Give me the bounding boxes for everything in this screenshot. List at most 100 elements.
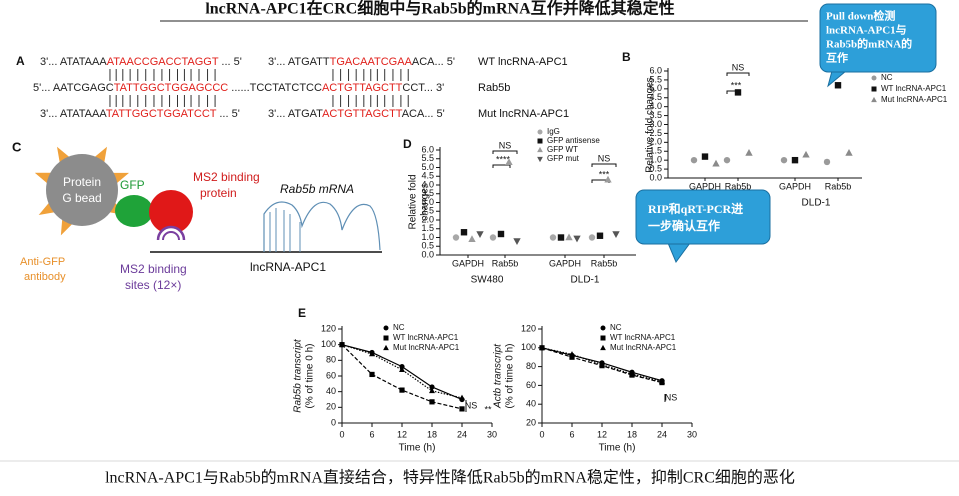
y-tick-label: 2.5	[421, 206, 434, 216]
data-point	[452, 234, 460, 241]
x-tick-label: Rab5b	[825, 181, 852, 191]
x-tick-label: 18	[627, 429, 637, 439]
y-axis-label: Rab5b transcript	[293, 338, 304, 413]
legend-marker	[600, 344, 606, 351]
legend-marker	[600, 325, 606, 331]
data-point	[539, 344, 545, 351]
legend-label: WT lncRNA-APC1	[393, 333, 459, 342]
highlight-sequence: TATTGGCTGGATCCT	[106, 108, 217, 120]
x-axis-label: Time (h)	[399, 443, 436, 454]
significance-label: NS	[732, 62, 745, 72]
y-tick-label: 3.5	[421, 188, 434, 198]
x-tick-label: 12	[397, 429, 407, 439]
data-point	[802, 150, 810, 158]
legend-marker	[383, 325, 389, 331]
data-point	[505, 158, 513, 165]
y-tick-label: 4.5	[421, 171, 434, 181]
y-tick-label: 100	[521, 342, 536, 352]
gfp-label: GFP	[120, 178, 145, 192]
significance-label: NS	[465, 400, 478, 410]
data-point	[659, 378, 665, 384]
y-tick-label: 40	[526, 399, 536, 409]
data-point	[513, 238, 521, 245]
y-tick-label: 1.0	[421, 232, 434, 242]
panel-label: A	[16, 54, 25, 68]
y-tick-label: 60	[326, 370, 336, 380]
x-tick-label: 30	[687, 429, 697, 439]
y-tick-label: 1.5	[649, 146, 662, 156]
data-point	[429, 387, 435, 394]
x-tick-label: 0	[539, 429, 544, 439]
x-tick-label: 6	[569, 429, 574, 439]
y-tick-label: 20	[526, 417, 536, 427]
data-point	[745, 149, 753, 156]
significance-label: NS	[598, 153, 611, 163]
bracket	[492, 164, 511, 168]
group-label: SW480	[471, 275, 504, 286]
legend-label: GFP WT	[547, 145, 578, 154]
y-tick-label: 2.0	[649, 137, 662, 147]
y-tick-label: 20	[326, 402, 336, 412]
callout-text: 互作	[826, 51, 848, 65]
highlight-sequence: TGACAATCGAA	[330, 56, 413, 68]
ms2-protein-shape	[149, 190, 193, 234]
y-tick-label: 0.5	[649, 163, 662, 173]
y-tick-label: 1.5	[421, 223, 434, 233]
x-tick-label: 24	[657, 429, 667, 439]
legend-marker	[537, 129, 543, 135]
sequence-line: 5'... AATCGAGCTATTGGCTGGAGCCC ......TCCT…	[33, 82, 444, 94]
y-tick-label: 0.0	[421, 249, 434, 259]
callout-text: 一步确认互作	[648, 218, 720, 233]
data-point	[459, 394, 465, 401]
y-tick-label: 80	[526, 361, 536, 371]
data-point	[460, 229, 468, 236]
sequence-segment: 3'... ATGATT	[268, 56, 330, 68]
legend-label: GFP antisense	[547, 136, 600, 145]
legend-marker	[537, 156, 543, 163]
sequence-name: Mut lncRNA-APC1	[478, 108, 569, 120]
significance-label: ***	[731, 80, 742, 90]
legend-label: GFP mut	[547, 154, 580, 163]
x-tick-label: Rab5b	[492, 258, 519, 268]
sequence-segment: ......TCCTATCTCC	[228, 82, 322, 94]
callout-text: Rab5b的mRNA的	[826, 37, 912, 51]
legend-label: IgG	[547, 127, 560, 136]
legend-marker	[871, 96, 877, 103]
data-point	[476, 231, 484, 238]
y-tick-label: 5.0	[421, 162, 434, 172]
legend-label: Mut lncRNA-APC1	[393, 343, 460, 352]
y-tick-label: 6.0	[649, 65, 662, 75]
data-point	[497, 230, 505, 238]
y-tick-label: 6.0	[421, 144, 434, 154]
data-point	[588, 234, 596, 241]
data-point	[612, 231, 620, 238]
significance-label: ***	[599, 169, 610, 179]
legend-label: Mut lncRNA-APC1	[881, 95, 948, 104]
y-tick-label: 2.0	[421, 214, 434, 224]
y-tick-label: 3.0	[649, 119, 662, 129]
data-point	[791, 156, 799, 164]
data-point	[569, 354, 575, 360]
x-tick-label: Rab5b	[725, 181, 752, 191]
x-tick-label: 30	[487, 429, 497, 439]
x-tick-label: 0	[339, 429, 344, 439]
ms2-protein-label: protein	[200, 186, 237, 200]
mrna-label: Rab5b mRNA	[280, 182, 354, 196]
legend-label: NC	[881, 73, 893, 82]
x-tick-label: Rab5b	[591, 258, 618, 268]
data-point	[549, 234, 557, 241]
y-tick-label: 40	[326, 386, 336, 396]
sequence-segment: 3'... ATATAAA	[40, 108, 107, 120]
x-tick-label: GAPDH	[452, 258, 484, 268]
data-point	[734, 89, 742, 96]
sequence-segment: ACA... 5'	[412, 56, 455, 68]
y-tick-label: 3.5	[649, 110, 662, 120]
data-point	[459, 406, 465, 412]
y-tick-label: 60	[526, 380, 536, 390]
x-axis-label: Time (h)	[599, 443, 636, 454]
data-point	[712, 159, 720, 167]
data-point	[845, 149, 853, 156]
data-point	[723, 156, 731, 164]
antibody-label: Anti-GFP	[20, 256, 65, 268]
